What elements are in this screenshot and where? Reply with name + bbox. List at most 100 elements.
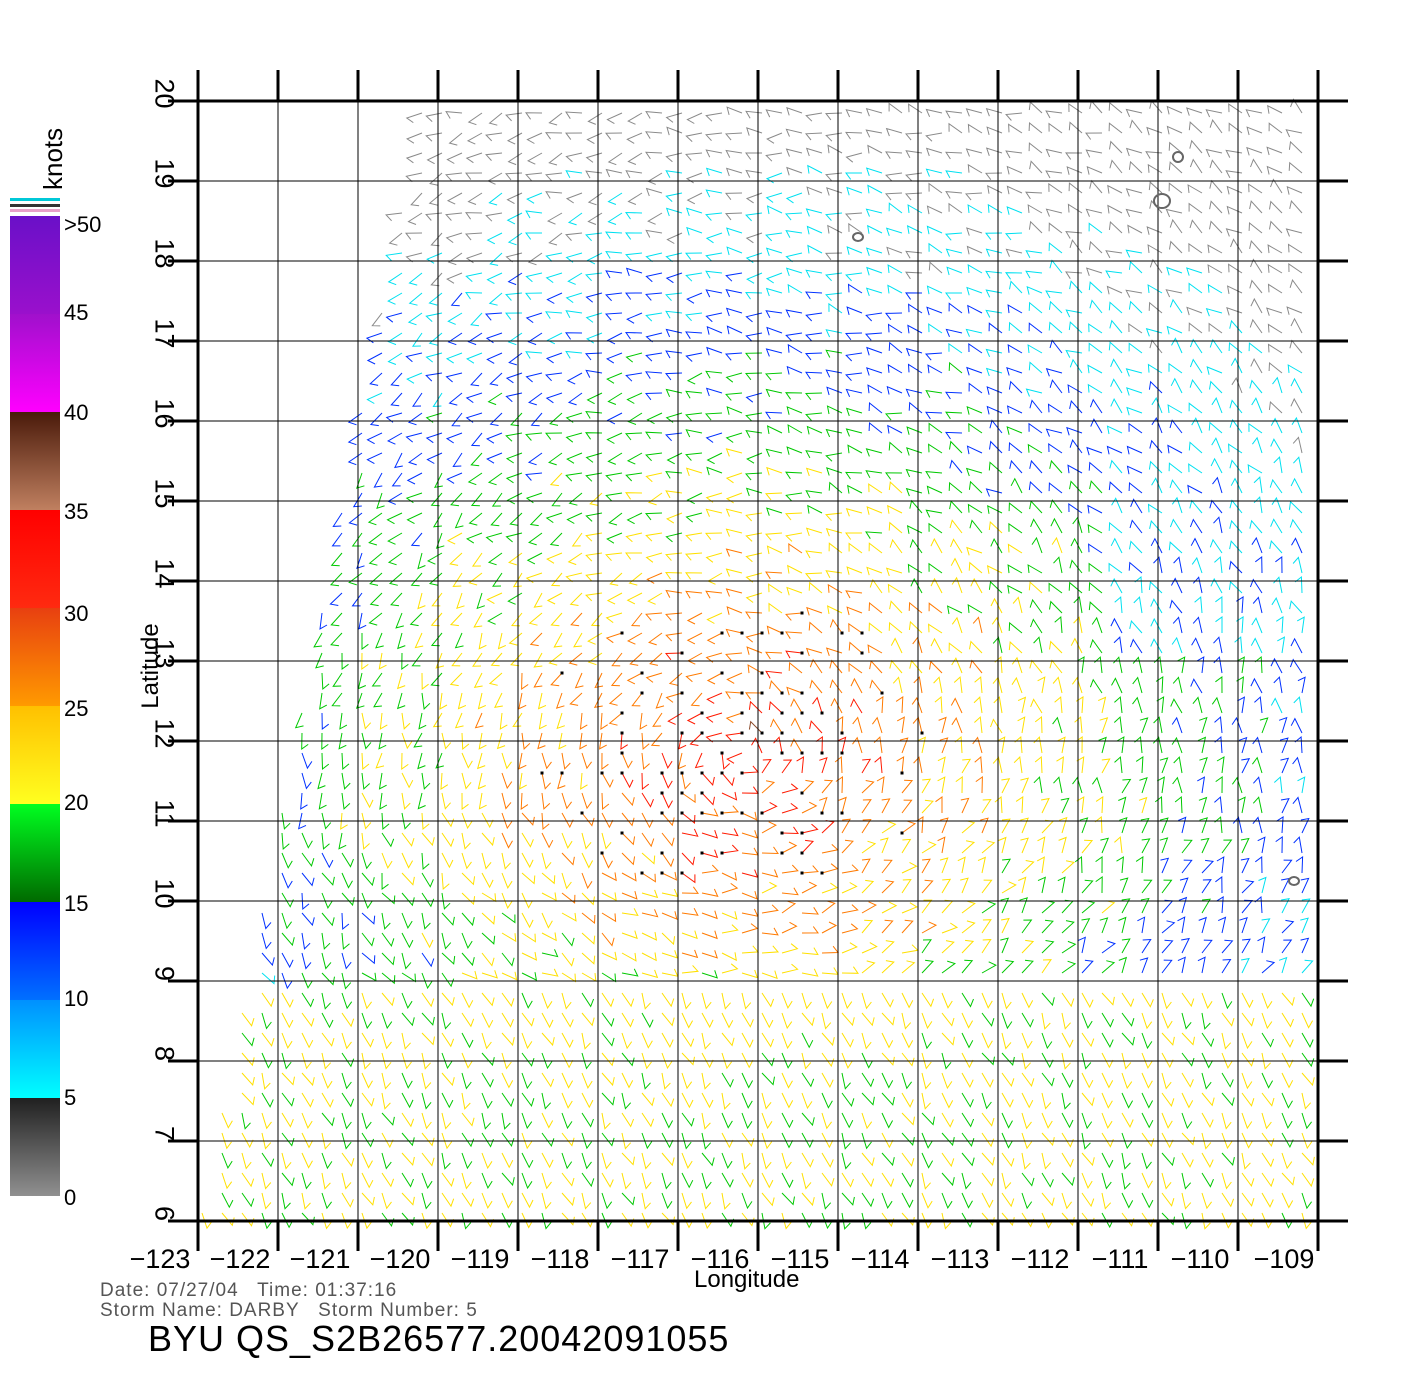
wind-barb [1226, 307, 1243, 316]
wind-barb [1110, 537, 1123, 554]
wind-barb [928, 422, 943, 434]
wind-barb [841, 882, 858, 894]
wind-barb [545, 352, 563, 364]
wind-barb [465, 392, 483, 404]
wind-barb [761, 1172, 774, 1189]
wind-barb [1214, 816, 1223, 834]
wind-barb [601, 932, 615, 947]
wind-barb [1054, 615, 1063, 634]
colorbar-label: >50 [64, 212, 102, 237]
wind-barb [812, 696, 824, 715]
wind-barb [706, 692, 723, 704]
wind-barb [1205, 148, 1223, 158]
wind-barb [1206, 366, 1223, 375]
wind-barb [905, 150, 923, 159]
wind-barb [481, 932, 496, 945]
colorbar-segment-10-15 [10, 902, 60, 1000]
wind-barb [901, 919, 914, 934]
wind-barb [1011, 676, 1023, 694]
wind-barb [928, 242, 943, 254]
wind-barb [761, 1212, 771, 1230]
wind-barb [981, 1212, 995, 1227]
wind-barb [473, 672, 483, 688]
wind-barb [527, 332, 543, 346]
wind-barb [1049, 499, 1063, 514]
wind-barb [321, 1152, 333, 1170]
wind-barb [886, 385, 903, 395]
wind-barb [507, 592, 523, 605]
wind-barb [1231, 776, 1243, 794]
wind-barb [1101, 1032, 1114, 1049]
wind-barb [661, 888, 679, 898]
wind-barb [1129, 519, 1143, 534]
wind-barb [1048, 443, 1063, 454]
wind-barb [1208, 322, 1223, 334]
wind-barb [330, 552, 343, 567]
wind-barb [1161, 1112, 1173, 1129]
wind-barb [967, 123, 983, 134]
y-tick-label: 8 [149, 1045, 180, 1062]
wind-barb [1229, 418, 1243, 434]
wind-barb [401, 1152, 415, 1166]
wind-barb [961, 1192, 973, 1209]
wind-barb [884, 192, 903, 201]
wind-barb [601, 1092, 615, 1106]
wind-barb [989, 440, 1003, 454]
wind-barb [261, 932, 272, 950]
wind-barb [565, 432, 583, 443]
wind-barb [1225, 170, 1243, 179]
wind-barb [356, 472, 365, 489]
wind-barb [1189, 499, 1203, 514]
wind-barb [452, 452, 463, 467]
colorbar-segment-25-30 [10, 608, 60, 706]
wind-barb [1169, 298, 1183, 314]
colorbar-segment-45-50 [10, 216, 60, 314]
wind-barb [341, 1032, 352, 1050]
wind-barb [1191, 556, 1203, 574]
wind-barb [645, 352, 663, 362]
wind-barb [281, 932, 295, 947]
wind-barb [361, 1072, 373, 1089]
wind-barb [746, 127, 763, 136]
wind-barb [361, 1132, 375, 1148]
wind-barb [541, 1112, 554, 1129]
wind-barb [561, 792, 573, 810]
wind-barb [541, 1032, 555, 1047]
wind-barb [601, 1192, 613, 1210]
wind-barb [1255, 556, 1263, 574]
wind-barb [928, 443, 943, 454]
wind-barb [521, 892, 533, 909]
wind-barb [1281, 1192, 1294, 1209]
wind-barb [1172, 676, 1183, 694]
wind-barb [321, 1172, 331, 1190]
wind-barb [373, 692, 383, 708]
wind-barb [945, 391, 963, 400]
wind-barb [665, 632, 683, 642]
wind-barb [1007, 564, 1023, 574]
wind-barb [921, 1012, 933, 1030]
wind-barb [561, 872, 572, 890]
wind-barb [1241, 1132, 1254, 1149]
wind-barb [1201, 1072, 1212, 1090]
wind-barb [1108, 122, 1123, 134]
wind-barb [804, 132, 823, 141]
wind-barb [381, 1012, 393, 1030]
wind-barb [1270, 417, 1283, 434]
wind-barb [567, 392, 583, 406]
wind-barb [645, 272, 663, 283]
wind-barb [281, 1052, 292, 1070]
colorbar-label: 35 [64, 499, 89, 524]
wind-barb [481, 1072, 494, 1088]
wind-barb [766, 625, 784, 635]
wind-barb [481, 1092, 493, 1109]
wind-barb [368, 532, 383, 546]
wind-barb [1170, 577, 1183, 594]
wind-barb [921, 1092, 931, 1110]
wind-barb [1041, 1072, 1055, 1087]
wind-barb [1201, 1152, 1214, 1169]
wind-barb [800, 839, 815, 855]
wind-barb [601, 812, 614, 829]
wind-barb [1085, 208, 1103, 217]
wind-barb [1165, 289, 1183, 298]
wind-barb [787, 283, 803, 294]
